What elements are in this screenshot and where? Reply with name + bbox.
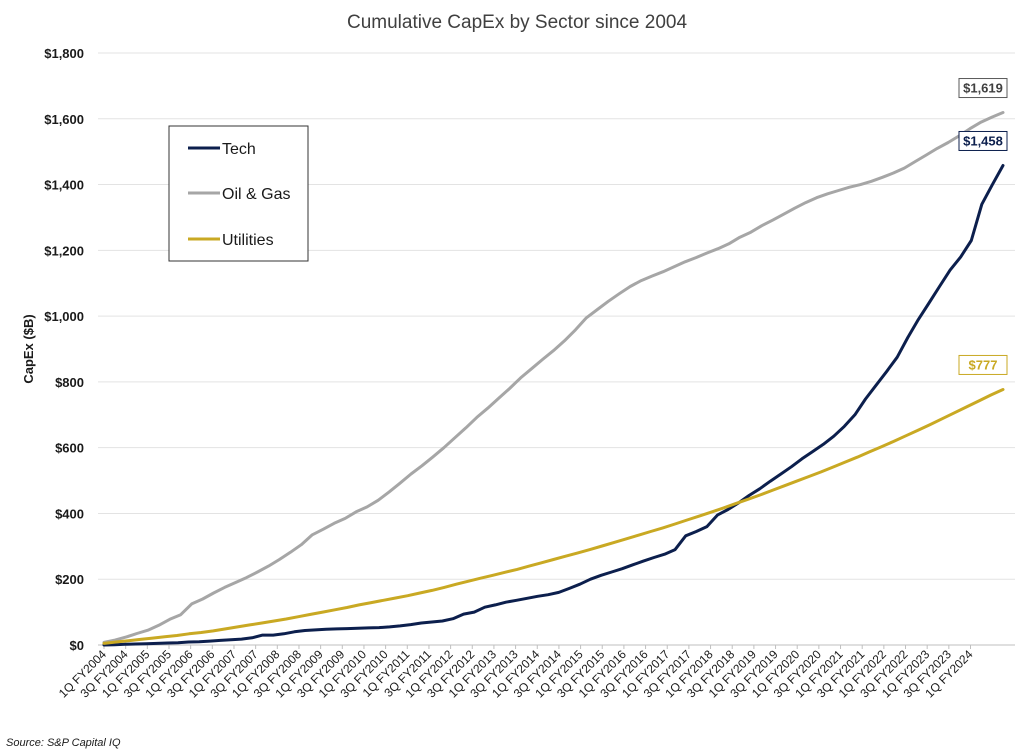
series-line-oil-gas — [102, 111, 1005, 644]
legend-label: Oil & Gas — [222, 186, 290, 203]
legend-item-oil-gas: Oil & Gas — [188, 186, 290, 203]
end-label-text: $1,458 — [963, 133, 1003, 148]
y-tick-label: $400 — [55, 506, 84, 521]
y-axis-label: CapEx ($B) — [21, 314, 36, 383]
legend-item-utilities: Utilities — [188, 232, 274, 249]
y-tick-label: $600 — [55, 441, 84, 456]
y-tick-label: $1,400 — [44, 178, 84, 193]
y-axis-ticks: $0 $200 $400 $600 $800 $1,000 $1,200 $1,400 $1,6… — [44, 46, 84, 653]
end-label-box — [958, 78, 1008, 99]
y-tick-label: $0 — [70, 638, 84, 653]
y-tick-label: $1,600 — [44, 112, 84, 127]
end-label-box — [958, 354, 1008, 375]
end-label-tech: $1,458 — [958, 130, 1008, 151]
end-label-box — [958, 130, 1008, 151]
legend-item-tech: Tech — [188, 141, 256, 158]
series-line-utilities — [102, 388, 1005, 645]
source-note: Source: S&P Capital IQ — [6, 737, 121, 749]
end-label-text: $1,619 — [963, 81, 1003, 96]
y-tick-label: $800 — [55, 375, 84, 390]
series-line-tech — [102, 164, 1005, 647]
legend-label: Utilities — [222, 232, 274, 249]
end-label-oil-gas: $1,619 — [958, 78, 1008, 99]
end-label-utilities: $777 — [958, 354, 1008, 375]
chart-title: Cumulative CapEx by Sector since 2004 — [347, 12, 687, 33]
y-tick-label: $1,000 — [44, 309, 84, 324]
y-tick-label: $1,800 — [44, 46, 84, 61]
y-tick-label: $200 — [55, 572, 84, 587]
legend: Tech Oil & Gas Utilities — [168, 125, 309, 262]
series-lines — [102, 111, 1005, 647]
y-tick-label: $1,200 — [44, 243, 84, 258]
end-label-text: $777 — [969, 357, 998, 372]
legend-label: Tech — [222, 141, 256, 158]
end-labels: $1,458 $1,619 $777 — [958, 78, 1008, 375]
